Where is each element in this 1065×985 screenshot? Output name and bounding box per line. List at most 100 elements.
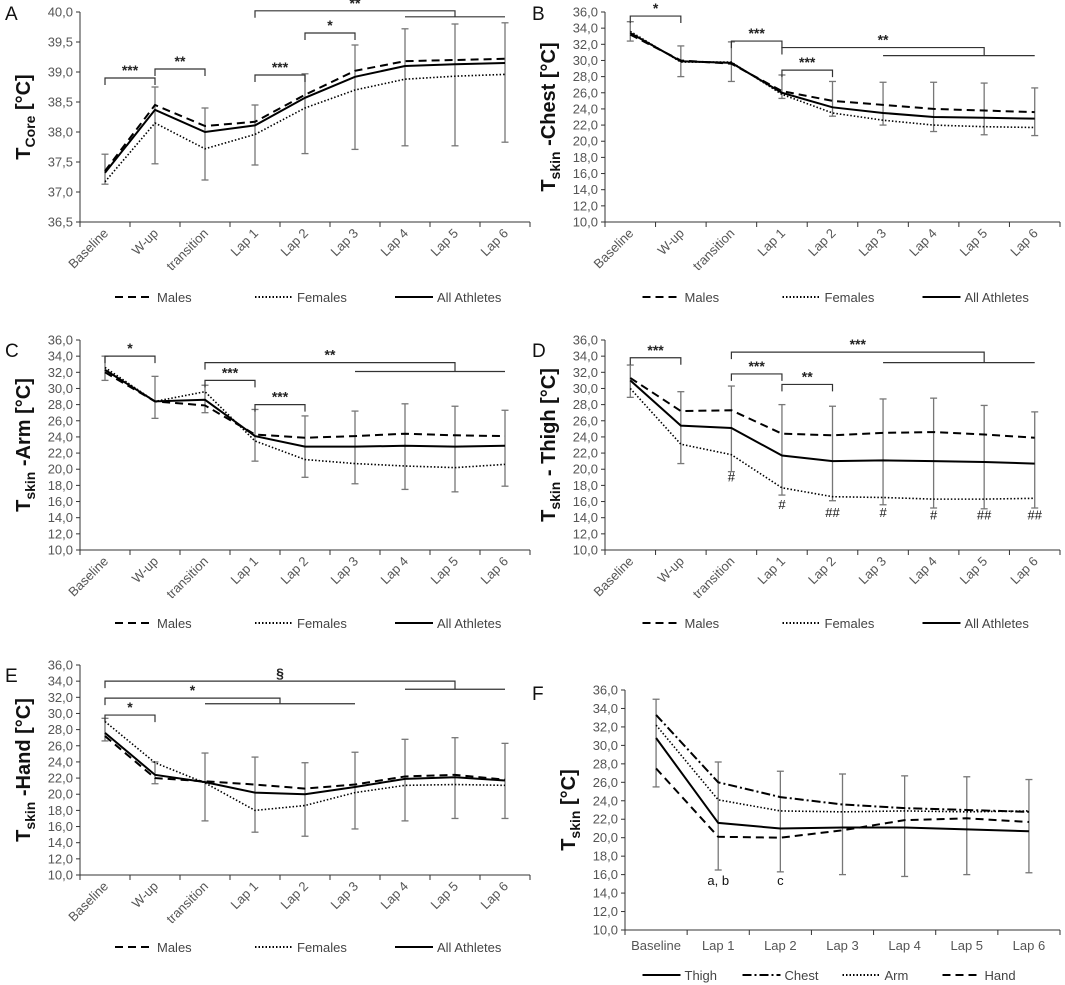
x-tick-label: Lap 5	[957, 554, 991, 588]
y-axis-label-unit: [°C]	[558, 769, 580, 810]
y-tick-label: 36,0	[48, 658, 73, 673]
y-tick-label: 36,0	[48, 333, 73, 348]
x-tick-label: Lap 4	[378, 554, 412, 588]
y-axis-label-sub: skin	[547, 151, 563, 179]
x-tick-label: Lap 6	[1013, 938, 1046, 953]
panel-label: C	[5, 341, 19, 362]
x-tick-label: Lap 2	[764, 938, 797, 953]
legend-item: Females	[255, 290, 347, 305]
significance-label: **	[175, 53, 186, 69]
x-tick-label: Lap 6	[1007, 226, 1041, 260]
legend-label: Males	[685, 290, 720, 305]
annotation-marker: ##	[1027, 507, 1042, 522]
x-tick-label: Baseline	[631, 938, 681, 953]
x-tick-label: Lap 2	[278, 879, 312, 913]
legend-item: Males	[642, 290, 720, 305]
significance-bracket	[254, 404, 306, 412]
x-tick-label: Lap 5	[957, 226, 991, 260]
y-tick-label: 14,0	[48, 835, 73, 850]
y-tick-label: 12,0	[48, 851, 73, 866]
y-tick-label: 10,0	[573, 215, 598, 230]
legend-label: Males	[157, 290, 192, 305]
series-line-all-athletes	[629, 379, 1035, 465]
series-line-thigh	[655, 737, 1029, 833]
y-tick-label: 36,5	[48, 215, 73, 230]
y-tick-label: 30,0	[593, 738, 618, 753]
panel-f: F 10,0 12,0 14,0 16,0 18,0 20,0 22,0 24,0 26,0 28,…	[532, 683, 1061, 983]
legend-item: Arm	[842, 968, 908, 983]
series-line-females	[104, 366, 506, 469]
y-axis-label: Tskin -Hand [°C]	[13, 698, 38, 842]
y-tick-label: 26,0	[48, 738, 73, 753]
y-tick-label: 20,0	[573, 134, 598, 149]
x-tick-label: transition	[690, 226, 738, 274]
x-tick-label: Lap 4	[378, 226, 412, 260]
y-tick-label: 20,0	[573, 462, 598, 477]
y-tick-label: 38,5	[48, 95, 73, 110]
y-axis-label: Tskin -Chest [°C]	[538, 42, 563, 191]
significance-bracket	[781, 69, 834, 78]
x-tick-label: W-up	[129, 879, 161, 911]
legend-label: Thigh	[685, 968, 718, 983]
x-tick-label: transition	[690, 554, 738, 602]
x-tick-label: Baseline	[65, 226, 111, 272]
x-tick-label: W-up	[655, 226, 687, 258]
y-tick-label: 10,0	[48, 868, 73, 883]
x-tick-label: Lap 1	[228, 554, 262, 588]
x-tick-label: Lap 1	[228, 879, 262, 913]
significance-label: ***	[272, 59, 289, 75]
series-line-all-athletes	[104, 62, 506, 174]
legend-label: All Athletes	[437, 940, 502, 955]
y-tick-label: 26,0	[593, 775, 618, 790]
legend-label: All Athletes	[437, 290, 502, 305]
x-tick-label: Lap 5	[428, 554, 462, 588]
y-axis-label-sub: skin	[567, 811, 583, 839]
legend-item: Thigh	[642, 968, 718, 983]
x-tick-label: Lap 5	[951, 938, 984, 953]
legend-label: Males	[157, 940, 192, 955]
panel-a: A 36,5 37,0 37,5 38,0 38,5 39,0 39,5 40,0 Baselin…	[5, 0, 531, 305]
y-tick-label: 16,0	[48, 819, 73, 834]
x-tick-label: transition	[163, 226, 211, 274]
annotation-marker: #	[728, 470, 736, 485]
y-tick-label: 39,5	[48, 35, 73, 50]
significance-bracket	[730, 373, 783, 381]
panel-e: E 10,0 12,014,016,018,020,022,0 24,026,028,…	[5, 658, 531, 955]
y-tick-label: 32,0	[48, 690, 73, 705]
y-axis-label: Tskin - Thigh [°C]	[538, 368, 563, 522]
y-tick-label: 28,0	[48, 397, 73, 412]
panel-label: B	[532, 4, 545, 25]
significance-bracket	[254, 10, 456, 18]
y-tick-label: 28,0	[48, 722, 73, 737]
panel-label: D	[532, 341, 546, 362]
y-axis-label-sub: skin	[547, 482, 563, 510]
legend-item: Females	[782, 290, 875, 305]
y-tick-label: 18,0	[573, 150, 598, 165]
y-axis-label-unit: - Thigh [°C]	[538, 368, 560, 482]
y-tick-label: 14,0	[573, 510, 598, 525]
y-tick-label: 34,0	[573, 349, 598, 364]
legend-item: Chest	[742, 968, 819, 983]
y-axis-label-main: T	[13, 148, 35, 160]
y-tick-label: 24,0	[48, 754, 73, 769]
significance-bracket	[104, 77, 156, 85]
significance-label: ***	[272, 389, 289, 405]
x-tick-label: Baseline	[65, 879, 111, 925]
significance-label: *	[127, 340, 133, 356]
y-tick-label: 24,0	[573, 101, 598, 116]
significance-label: *	[190, 682, 196, 698]
y-tick-label: 24,0	[573, 429, 598, 444]
significance-label: *	[327, 17, 333, 33]
significance-bracket	[104, 680, 456, 690]
x-tick-label: Lap 4	[906, 226, 940, 260]
legend-item: All Athletes	[395, 290, 502, 305]
y-tick-label: 14,0	[48, 510, 73, 525]
y-tick-label: 14,0	[593, 886, 618, 901]
x-tick-label: Lap 3	[328, 226, 362, 260]
y-tick-label: 26,0	[573, 413, 598, 428]
y-tick-label: 12,0	[48, 526, 73, 541]
panel-d: D 10,0 12,014,016,018,020,022,0 24,026,028,…	[532, 333, 1061, 631]
y-tick-label: 26,0	[48, 413, 73, 428]
y-tick-label: 16,0	[593, 867, 618, 882]
x-tick-label: Lap 5	[428, 879, 462, 913]
